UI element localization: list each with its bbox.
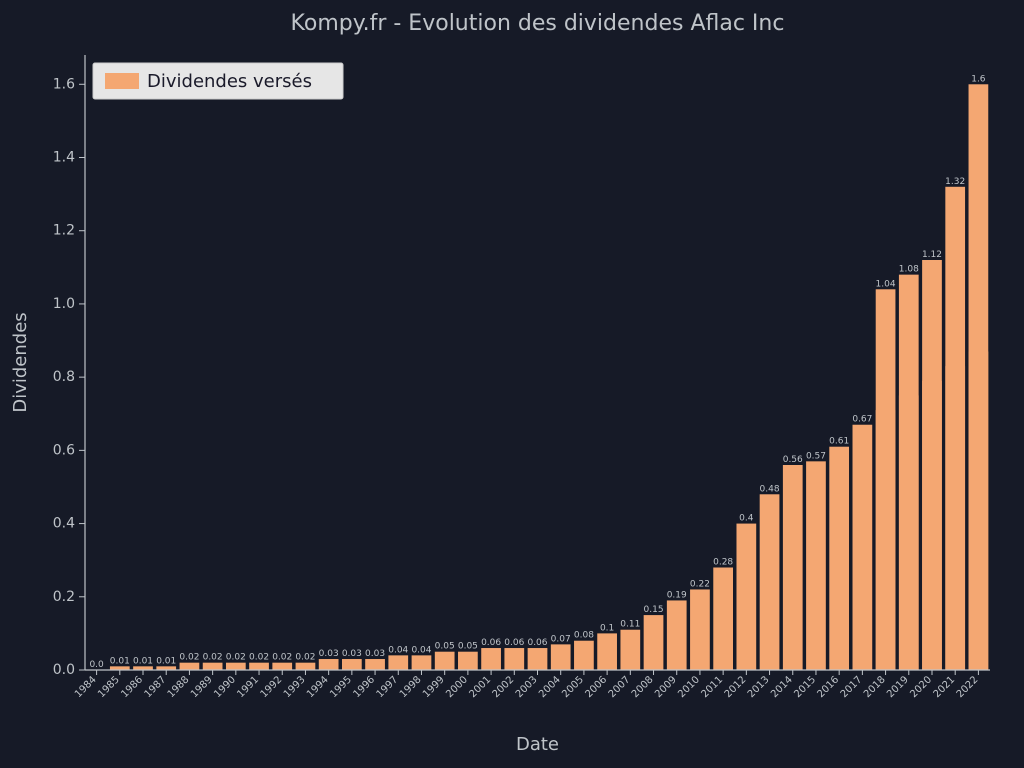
bar-value-label: 0.0 bbox=[89, 660, 104, 670]
y-tick-label: 0.6 bbox=[53, 442, 75, 458]
y-tick-label: 1.0 bbox=[53, 296, 75, 312]
bar-value-label: 0.15 bbox=[644, 605, 664, 615]
bar-value-label: 0.22 bbox=[690, 579, 710, 589]
bar bbox=[736, 524, 756, 670]
y-tick-label: 0.4 bbox=[53, 516, 75, 532]
bar-value-label: 0.4 bbox=[739, 514, 754, 524]
bar bbox=[226, 663, 246, 670]
bar-value-label: 0.19 bbox=[667, 590, 687, 600]
bar-value-label: 0.02 bbox=[272, 653, 292, 663]
y-tick-label: 1.6 bbox=[53, 76, 75, 92]
bar bbox=[899, 275, 919, 670]
bar bbox=[180, 663, 200, 670]
bar-value-label: 0.02 bbox=[295, 653, 315, 663]
bar bbox=[528, 648, 548, 670]
bar bbox=[597, 633, 617, 670]
bar bbox=[760, 494, 780, 670]
bar-value-label: 0.01 bbox=[133, 656, 153, 666]
bar bbox=[853, 425, 873, 670]
bar-value-label: 0.11 bbox=[620, 620, 640, 630]
bar-value-label: 0.03 bbox=[365, 649, 385, 659]
bar-value-label: 0.61 bbox=[829, 437, 849, 447]
bar-value-label: 0.02 bbox=[179, 653, 199, 663]
bar-value-label: 1.12 bbox=[922, 250, 942, 260]
bar bbox=[412, 655, 432, 670]
legend-label: Dividendes versés bbox=[147, 71, 312, 92]
bar-value-label: 0.28 bbox=[713, 558, 733, 568]
bar bbox=[504, 648, 524, 670]
bar bbox=[806, 461, 826, 670]
legend-swatch bbox=[105, 73, 139, 89]
bar-value-label: 0.1 bbox=[600, 623, 614, 633]
y-tick-label: 0.8 bbox=[53, 369, 75, 385]
bar-value-label: 0.08 bbox=[574, 631, 594, 641]
legend: Dividendes versés bbox=[93, 63, 343, 99]
chart-title: Kompy.fr - Evolution des dividendes Afla… bbox=[291, 11, 785, 36]
bar bbox=[922, 260, 942, 670]
bar bbox=[388, 655, 408, 670]
y-tick-label: 0.2 bbox=[53, 589, 75, 605]
bar-value-label: 1.6 bbox=[971, 74, 986, 84]
bar bbox=[620, 630, 640, 670]
bar bbox=[249, 663, 269, 670]
bar-value-label: 0.06 bbox=[504, 638, 524, 648]
bar-value-label: 0.48 bbox=[760, 484, 780, 494]
bar bbox=[969, 84, 989, 670]
bar-value-label: 0.05 bbox=[435, 642, 455, 652]
bar bbox=[365, 659, 385, 670]
bar bbox=[690, 589, 710, 670]
bar-value-label: 0.07 bbox=[551, 634, 571, 644]
bar bbox=[319, 659, 339, 670]
bar bbox=[342, 659, 362, 670]
bar bbox=[667, 600, 687, 670]
y-tick-label: 1.4 bbox=[53, 150, 75, 166]
bar bbox=[876, 289, 896, 670]
bar bbox=[458, 652, 478, 670]
bar-value-label: 0.06 bbox=[481, 638, 501, 648]
bar bbox=[574, 641, 594, 670]
bar bbox=[783, 465, 803, 670]
bar-value-label: 0.67 bbox=[852, 415, 872, 425]
bar-value-label: 0.02 bbox=[226, 653, 246, 663]
bar-value-label: 0.57 bbox=[806, 451, 826, 461]
bar bbox=[203, 663, 223, 670]
bar-value-label: 0.03 bbox=[319, 649, 339, 659]
bar bbox=[713, 568, 733, 671]
dividends-bar-chart: Kompy.fr - Evolution des dividendes Afla… bbox=[0, 0, 1024, 768]
bar-value-label: 0.02 bbox=[203, 653, 223, 663]
bar-value-label: 0.05 bbox=[458, 642, 478, 652]
y-tick-label: 1.2 bbox=[53, 223, 75, 239]
bar-value-label: 1.04 bbox=[876, 279, 896, 289]
bar bbox=[481, 648, 501, 670]
y-axis-label: Dividendes bbox=[10, 312, 31, 412]
bar-value-label: 1.08 bbox=[899, 265, 919, 275]
bar-value-label: 0.04 bbox=[411, 645, 431, 655]
bar-value-label: 0.01 bbox=[110, 656, 130, 666]
bar-value-label: 0.03 bbox=[342, 649, 362, 659]
x-axis-label: Date bbox=[516, 734, 559, 755]
bar bbox=[296, 663, 316, 670]
bar-value-label: 0.02 bbox=[249, 653, 269, 663]
bar bbox=[435, 652, 455, 670]
bar bbox=[551, 644, 571, 670]
bar-value-label: 0.04 bbox=[388, 645, 408, 655]
bar-value-label: 0.06 bbox=[527, 638, 547, 648]
bar bbox=[272, 663, 292, 670]
bar bbox=[829, 447, 849, 670]
bar bbox=[945, 187, 965, 670]
bar-value-label: 0.01 bbox=[156, 656, 176, 666]
y-tick-label: 0.0 bbox=[53, 662, 75, 678]
bar-value-label: 0.56 bbox=[783, 455, 803, 465]
bar-value-label: 1.32 bbox=[945, 177, 965, 187]
bar bbox=[644, 615, 664, 670]
